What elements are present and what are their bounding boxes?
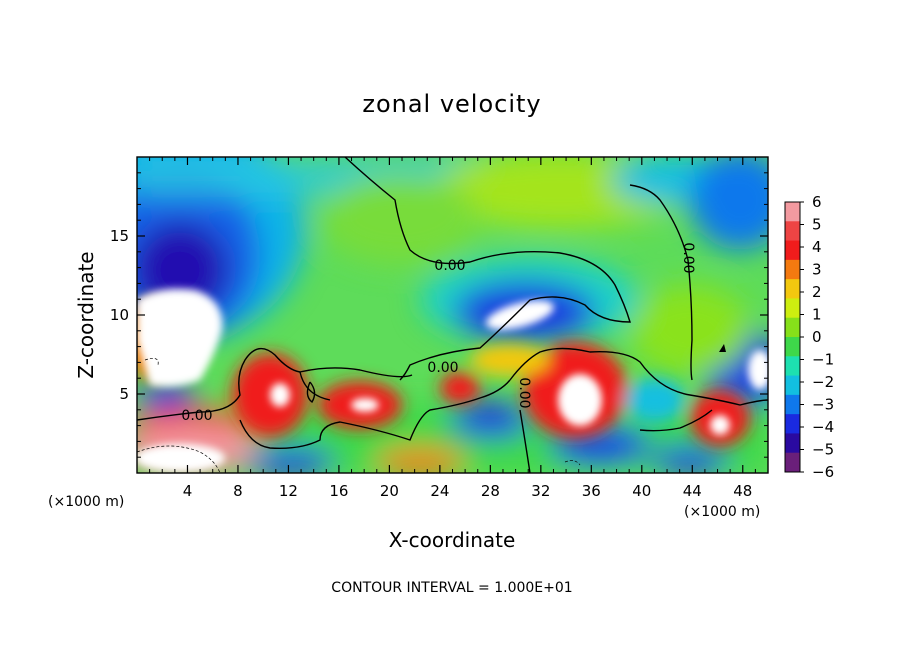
x-tick-label: 4: [183, 482, 193, 500]
x-tick-label: 28: [481, 482, 500, 500]
x-unit-label: (×1000 m): [684, 504, 760, 520]
contour-labels: 0.00 0.00 0.00 0.00 0.00: [181, 242, 696, 424]
colorbar-swatch: [785, 337, 800, 357]
colorbar: 6 5 4 3 2 1 0 −1 −2 −3 −4 −5 −6: [784, 193, 834, 481]
contour-label: 0.00: [680, 242, 696, 273]
x-tick-label: 24: [430, 482, 449, 500]
colorbar-swatch: [785, 433, 800, 454]
colorbar-tick-label: 3: [812, 261, 822, 279]
colorbar-tick-label: −4: [812, 418, 834, 436]
y-tick-label: 10: [110, 306, 129, 324]
colorbar-tick-label: 5: [812, 216, 822, 234]
colorbar-tick-label: 4: [812, 238, 822, 256]
colorbar-swatch: [785, 221, 800, 242]
contour-label: 0.00: [516, 377, 532, 408]
colorbar-swatch: [785, 452, 800, 473]
colorbar-swatch: [785, 259, 800, 280]
colorbar-swatch: [785, 240, 800, 261]
colorbar-swatch: [785, 298, 800, 319]
colorbar-swatch: [785, 279, 800, 299]
x-tick-label: 8: [233, 482, 243, 500]
colorbar-tick-label: 0: [812, 328, 822, 346]
x-tick-label: 40: [632, 482, 651, 500]
x-tick-label: 12: [279, 482, 298, 500]
x-tick-label: 44: [683, 482, 702, 500]
colorbar-tick-label: −2: [812, 373, 834, 391]
x-tick-label: 32: [531, 482, 550, 500]
colorbar-swatch: [785, 375, 800, 396]
colorbar-tick-label: 6: [812, 193, 822, 211]
colorbar-swatch: [785, 317, 800, 338]
contour-interval-note: CONTOUR INTERVAL = 1.000E+01: [331, 580, 572, 596]
velocity-field: [137, 157, 768, 473]
colorbar-swatch: [785, 202, 800, 222]
contour-label: 0.00: [181, 408, 212, 424]
x-tick-label: 48: [733, 482, 752, 500]
y-tick-label: 15: [110, 227, 129, 245]
colorbar-tick-label: −1: [812, 351, 834, 369]
colorbar-tick-label: 2: [812, 283, 822, 301]
x-tick-label: 36: [582, 482, 601, 500]
y-axis-label: Z-coordinate: [74, 251, 98, 378]
contour-label: 0.00: [427, 360, 458, 376]
y-unit-label: (×1000 m): [48, 494, 124, 510]
colorbar-tick-label: −5: [812, 441, 834, 459]
colorbar-tick-label: −6: [812, 463, 834, 481]
colorbar-swatch: [785, 356, 800, 377]
chart-title: zonal velocity: [362, 90, 541, 118]
colorbar-tick-label: −3: [812, 396, 834, 414]
x-tick-label: 20: [380, 482, 399, 500]
colorbar-tick-label: 1: [812, 306, 822, 324]
x-tick-label: 16: [329, 482, 348, 500]
contour-label: 0.00: [434, 258, 465, 274]
colorbar-swatch: [785, 414, 800, 434]
x-axis-label: X-coordinate: [389, 528, 516, 552]
y-tick-label: 5: [119, 385, 129, 403]
colorbar-swatch: [785, 394, 800, 415]
